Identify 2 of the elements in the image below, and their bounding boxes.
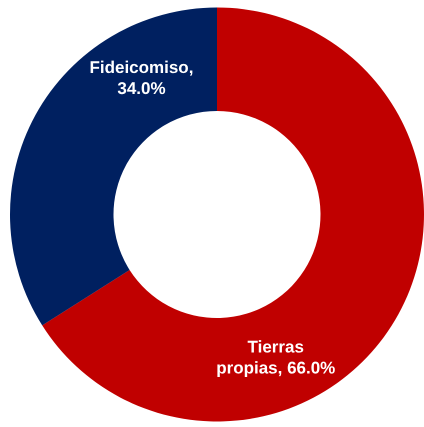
slice-label: Tierras propias, 66.0%	[216, 337, 336, 378]
slice-label: Fideicomiso, 34.0%	[90, 58, 194, 98]
